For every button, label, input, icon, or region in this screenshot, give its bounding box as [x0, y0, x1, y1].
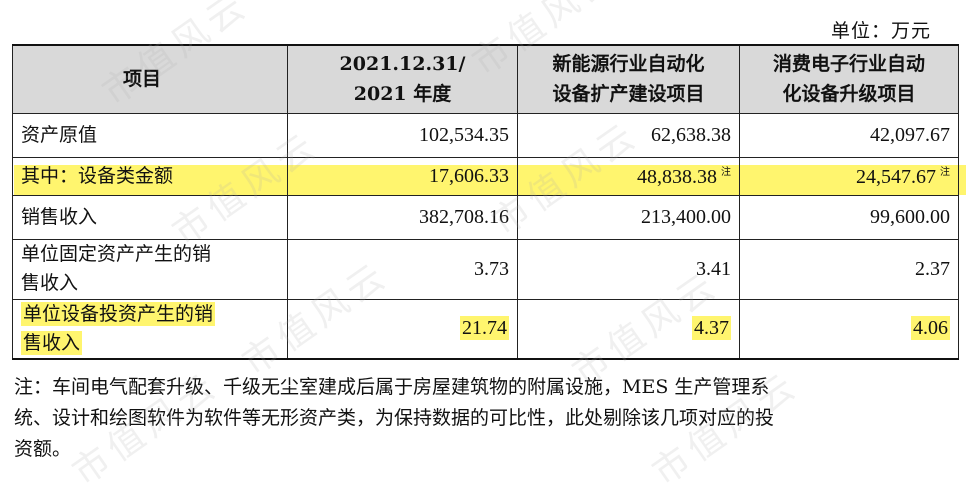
- cell-value: 3.41: [517, 238, 740, 300]
- cell-value: 3.73: [287, 238, 518, 300]
- header-new-energy-project: 新能源行业自动化 设备扩产建设项目: [517, 44, 740, 114]
- header-consumer-electronics-project: 消费电子行业自动 化设备升级项目: [739, 44, 959, 114]
- data-table: 项目 2021.12.31/ 2021 年度 新能源行业自动化 设备扩产建设项目…: [12, 44, 959, 360]
- table-row: 单位设备投资产生的销 售收入 21.74 4.37 4.06: [12, 298, 959, 360]
- cell-value: 213,400.00: [517, 194, 740, 240]
- table-row: 资产原值 102,534.35 62,638.38 42,097.67: [12, 112, 959, 158]
- cell-value: 4.37: [517, 298, 740, 360]
- cell-value: 102,534.35: [287, 112, 518, 158]
- header-item: 项目: [12, 44, 288, 114]
- table-header-row: 项目 2021.12.31/ 2021 年度 新能源行业自动化 设备扩产建设项目…: [12, 44, 959, 114]
- cell-value: 24,547.67 注: [739, 156, 959, 196]
- row-label: 其中：设备类金额: [12, 156, 288, 196]
- cell-value: 99,600.00: [739, 194, 959, 240]
- cell-value: 21.74: [287, 298, 518, 360]
- row-label: 单位设备投资产生的销 售收入: [12, 298, 288, 360]
- cell-value: 48,838.38 注: [517, 156, 740, 196]
- unit-label: 单位：万元: [830, 20, 931, 42]
- header-2021: 2021.12.31/ 2021 年度: [287, 44, 518, 114]
- cell-value: 382,708.16: [287, 194, 518, 240]
- row-label: 销售收入: [12, 194, 288, 240]
- table-row-highlighted: 其中：设备类金额 17,606.33 48,838.38 注 24,547.67 注: [12, 156, 959, 196]
- row-label: 单位固定资产产生的销 售收入: [12, 238, 288, 300]
- note-marker: 注: [721, 167, 731, 178]
- cell-value: 17,606.33: [287, 156, 518, 196]
- cell-value: 2.37: [739, 238, 959, 300]
- row-label: 资产原值: [12, 112, 288, 158]
- table-row: 单位固定资产产生的销 售收入 3.73 3.41 2.37: [12, 238, 959, 300]
- cell-value: 62,638.38: [517, 112, 740, 158]
- cell-value: 42,097.67: [739, 112, 959, 158]
- table-row: 销售收入 382,708.16 213,400.00 99,600.00: [12, 194, 959, 240]
- note-marker: 注: [940, 167, 950, 178]
- cell-value: 4.06: [739, 298, 959, 360]
- footnote: 注：车间电气配套升级、千级无尘室建成后属于房屋建筑物的附属设施，MES 生产管理…: [14, 376, 775, 460]
